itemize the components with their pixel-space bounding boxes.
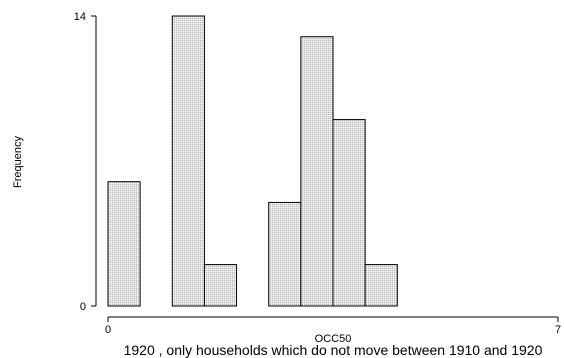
y-ticks-layer: 0 14 (74, 11, 96, 313)
y-tick-label-1: 14 (74, 11, 86, 23)
histogram-bar-3 (203, 264, 238, 307)
y-axis-label: Frequency (12, 136, 24, 188)
x-axis-label: OCC50 (315, 333, 352, 345)
x-tick-label-1: 7 (555, 324, 561, 336)
bars-layer (107, 15, 398, 307)
histogram-bar-0 (107, 181, 141, 307)
histogram-bar-6 (300, 36, 334, 307)
histogram-bar-7 (332, 119, 366, 307)
histogram-bar-5 (268, 201, 302, 307)
histogram-bar-8 (364, 264, 398, 307)
y-tick-label-0: 0 (80, 301, 86, 313)
chart-caption: 1920 , only households which do not move… (124, 342, 543, 358)
histogram-bar-2 (171, 15, 205, 307)
x-tick-label-0: 0 (105, 324, 111, 336)
